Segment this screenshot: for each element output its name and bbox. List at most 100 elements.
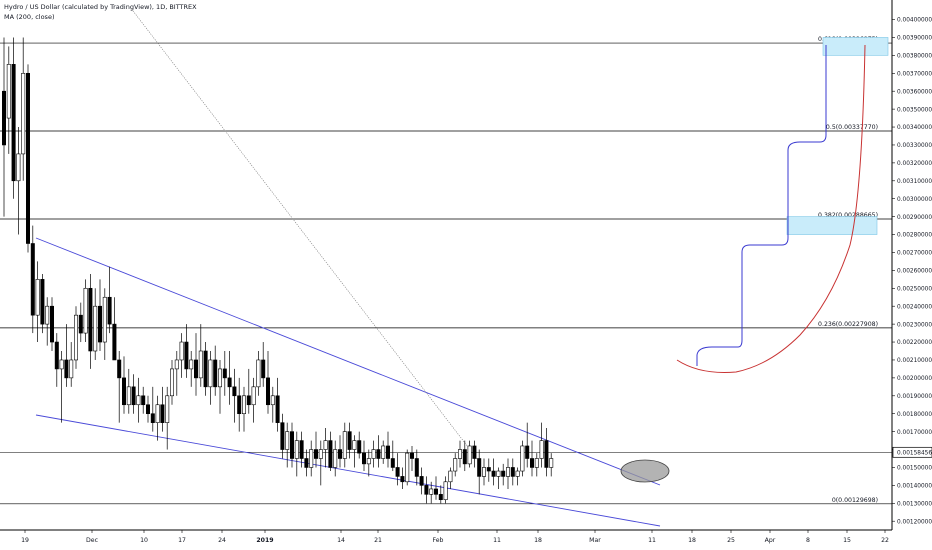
candle-body (198, 350, 203, 379)
candle-body (227, 377, 232, 388)
price-tick-label: 0.00270000 (897, 251, 932, 257)
candle-body (270, 395, 275, 406)
candle-body (265, 377, 270, 406)
candle-body (472, 445, 477, 459)
candle-body (275, 395, 280, 423)
candle-body (21, 72, 26, 155)
candle-body (49, 305, 54, 343)
candle-body (361, 452, 366, 465)
last-price-box (892, 446, 932, 458)
candle-body (289, 431, 294, 459)
candle-body (429, 488, 434, 495)
time-tick-label: 21 (374, 537, 382, 544)
price-tick-label: 0.00200000 (897, 376, 932, 382)
candle-body (1, 90, 7, 146)
price-tick-label: 0.00170000 (897, 430, 932, 436)
candle-body (405, 452, 410, 483)
price-tick-label: 0.00370000 (897, 71, 932, 77)
candle-body (40, 279, 45, 325)
candle-body (83, 287, 88, 334)
time-tick-label: Feb (433, 537, 444, 544)
time-tick-label: Dec (86, 537, 99, 544)
time-tick-label: 18 (534, 537, 542, 544)
candle-body (251, 386, 256, 406)
candle-body (155, 404, 160, 423)
fib-label: 0.236(0.00227908) (818, 321, 878, 328)
candle-body (64, 359, 69, 379)
price-tick-label: 0.00330000 (897, 143, 932, 149)
candle-body (414, 458, 419, 477)
price-tick-label: 0.00190000 (897, 394, 932, 400)
candle-body (347, 431, 352, 450)
price-tick-label: 0.00140000 (897, 484, 932, 490)
candle-body (385, 445, 390, 459)
candle-body (179, 341, 184, 361)
price-tick-label: 0.00280000 (897, 233, 932, 239)
price-tick-label: 0.00250000 (897, 286, 932, 292)
candle-body (448, 470, 453, 483)
candle-body (419, 476, 424, 486)
candle-body (525, 445, 530, 459)
candle-body (313, 449, 318, 459)
candle-body (74, 314, 79, 361)
candle-body (160, 404, 165, 423)
candle-body (285, 431, 290, 450)
diagonal-trend-line (129, 6, 479, 461)
candle-body (232, 386, 237, 397)
candle-body (93, 305, 98, 352)
candle-body (299, 440, 304, 459)
candle-body (342, 431, 347, 459)
price-tick-label: 0.00290000 (897, 215, 932, 221)
candle-body (318, 449, 323, 459)
candle-body (30, 243, 35, 316)
candle-body (424, 485, 429, 495)
candle-body (189, 359, 194, 370)
candle-body (328, 440, 333, 468)
candle-body (126, 386, 131, 406)
candle-body (510, 467, 515, 477)
price-tick-label: 0.00210000 (897, 358, 932, 364)
candle-body (102, 296, 107, 343)
time-tick-label: 25 (727, 537, 735, 544)
candle-body (194, 359, 199, 379)
candle-body (256, 359, 261, 388)
candle-body (352, 440, 357, 450)
candle-body (549, 458, 554, 468)
fib-zone (822, 37, 889, 56)
candle-body (117, 359, 122, 379)
projection-paths (676, 44, 866, 373)
candle-body (11, 64, 16, 182)
candle-body (433, 488, 438, 495)
candle-body (246, 395, 251, 406)
candle-body (477, 458, 482, 477)
candle-body (304, 458, 309, 468)
time-tick-label: 24 (218, 537, 226, 544)
price-tick-label: 0.00240000 (897, 304, 932, 310)
candle-body (486, 467, 491, 472)
candle-body (98, 305, 103, 343)
time-tick-label: 19 (21, 537, 29, 544)
candle-body (78, 314, 83, 334)
candle-body (242, 395, 247, 415)
price-tick-label: 0.00320000 (897, 161, 932, 167)
candle-body (170, 368, 175, 397)
time-tick-label: 18 (688, 537, 696, 544)
axes (0, 0, 893, 531)
last-price-label: 0.00158456 (892, 446, 932, 458)
candle-body (261, 359, 266, 379)
price-tick-label: 0.00400000 (897, 18, 932, 24)
last-price-value: 0.00158456 (897, 451, 932, 457)
breakout-marker (620, 459, 670, 483)
time-tick-label: 8 (806, 537, 810, 544)
time-tick-label: 17 (178, 537, 186, 544)
candle-body (54, 341, 59, 370)
candle-body (35, 279, 40, 316)
candle-body (333, 449, 338, 468)
price-tick-label: 0.00310000 (897, 179, 932, 185)
candle-body (381, 445, 386, 459)
candle-body (395, 467, 400, 477)
indicator-label[interactable]: MA (200, close) (4, 13, 55, 21)
candle-body (409, 452, 414, 459)
